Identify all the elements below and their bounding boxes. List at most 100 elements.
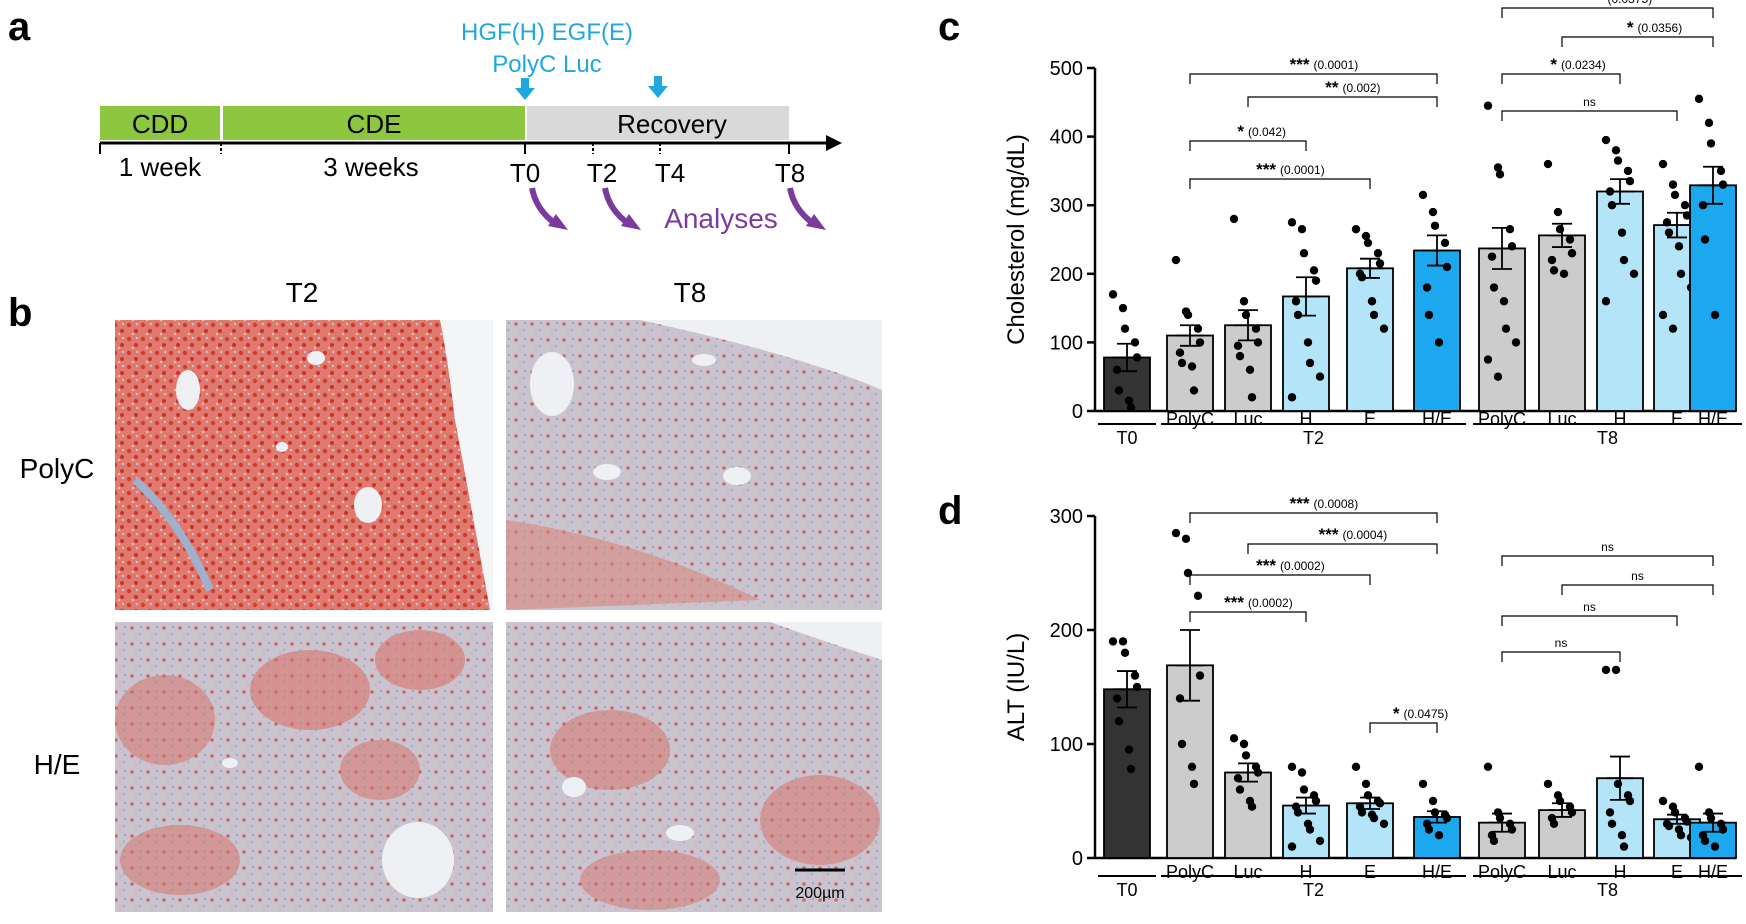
data-point [1233, 774, 1243, 783]
data-point [1361, 231, 1371, 241]
blue-arrow-t4 [648, 76, 668, 98]
significance-bracket [1189, 178, 1371, 189]
phase-recovery-label: Recovery [617, 109, 727, 139]
data-point [1379, 819, 1389, 828]
data-point [1505, 225, 1515, 234]
category-label: H/E [1422, 409, 1452, 429]
category-label: PolyC [1478, 862, 1526, 882]
y-tick-label: 0 [1072, 401, 1083, 423]
significance-bracket [1561, 36, 1714, 47]
data-point [1676, 831, 1686, 840]
significance-stars: ** [1325, 78, 1339, 97]
data-point [1239, 297, 1249, 306]
data-point [1291, 297, 1301, 306]
data-point [1375, 259, 1385, 268]
p-value-label: (0.0004) [1343, 528, 1388, 542]
data-point [1181, 534, 1191, 543]
data-point [1718, 825, 1728, 834]
y-tick-label: 400 [1050, 127, 1083, 149]
category-label: H/E [1698, 409, 1728, 429]
category-label: E [1671, 409, 1683, 429]
data-point [1605, 808, 1615, 817]
data-point [1424, 825, 1434, 834]
purple-arrow-1 [529, 187, 568, 230]
p-value-label: (0.0234) [1561, 58, 1606, 72]
significance-stars: * [1393, 704, 1400, 723]
histology-image-t2-he [115, 622, 493, 912]
panel-b: b T2 T8 PolyC H/E [8, 277, 882, 912]
p-value-label: (0.0356) [1638, 21, 1683, 35]
significance-bracket [1501, 7, 1714, 18]
data-point [1108, 290, 1118, 299]
data-point [1718, 180, 1728, 189]
bar [1346, 267, 1394, 412]
data-point [1130, 671, 1140, 680]
cholesterol-chart: 0 100 200 300 400 500 Cholesterol (mg/dL) PolyC… [1003, 0, 1742, 448]
p-value-label: (0.002) [1343, 81, 1381, 95]
scale-bar-label: 200µm [795, 885, 844, 902]
significance-stars: *** [1319, 525, 1339, 544]
data-point [1369, 310, 1379, 320]
y-tick-label: 200 [1050, 264, 1083, 286]
data-point [1619, 842, 1629, 851]
significance-bracket [1247, 543, 1438, 554]
data-point [1189, 779, 1199, 789]
p-value-label: (0.042) [1248, 125, 1286, 139]
significance-stars: * [1237, 122, 1244, 141]
data-point [1424, 310, 1434, 320]
data-point [1664, 228, 1674, 237]
data-point [1694, 762, 1704, 771]
data-point [1183, 568, 1193, 578]
data-point [1305, 825, 1315, 834]
significance-bracket [1247, 96, 1438, 107]
data-point [1543, 159, 1553, 169]
data-point [1124, 745, 1134, 754]
blue-arrow-t0 [515, 78, 535, 100]
data-point [1676, 269, 1686, 278]
data-point [1305, 358, 1315, 368]
panel-d: d 0 100 200 300 ALT (IU/L) PolyC Luc H E H/E PolyC… [938, 489, 1742, 900]
data-point [1617, 831, 1627, 840]
panel-letter-d: d [938, 489, 962, 533]
significance-bracket [1501, 110, 1678, 121]
category-label: Luc [1547, 862, 1576, 882]
data-point [1440, 238, 1450, 248]
data-point [1658, 310, 1668, 320]
data-point [1247, 393, 1257, 402]
data-point [1287, 393, 1297, 402]
data-point [1555, 796, 1565, 806]
category-label: H [1614, 862, 1627, 882]
data-point [1315, 372, 1325, 381]
bar [1689, 184, 1737, 412]
data-point [1369, 813, 1379, 823]
ns-label: ns [1631, 569, 1644, 583]
significance-stars: * [1627, 18, 1634, 37]
data-point [1658, 796, 1668, 806]
histology-image-t2-polyc [115, 320, 493, 610]
y-axis-label: ALT (IU/L) [1003, 633, 1030, 741]
panel-letter-b: b [8, 291, 32, 335]
significance-bracket [1501, 651, 1621, 662]
data-point [1442, 813, 1452, 823]
data-point [1361, 779, 1371, 789]
data-point [1351, 762, 1361, 771]
data-point [1126, 764, 1136, 774]
data-point [1499, 297, 1509, 306]
data-point [1118, 303, 1128, 313]
phase-cdd-label: CDD [132, 109, 188, 139]
data-point [1422, 283, 1432, 292]
data-point [1245, 365, 1255, 375]
y-axis-label: Cholesterol (mg/dL) [1003, 134, 1030, 345]
category-label: Luc [1233, 862, 1262, 882]
p-value-label: (0.0002) [1248, 596, 1293, 610]
data-point [1611, 146, 1621, 155]
data-point [1297, 768, 1307, 777]
data-point [1613, 156, 1623, 165]
y-tick-label: 300 [1050, 195, 1083, 217]
data-point [1287, 762, 1297, 771]
data-point [1183, 310, 1193, 320]
data-point [1670, 808, 1680, 817]
data-point [1112, 694, 1122, 703]
bar [1224, 771, 1272, 859]
timeline-axis [99, 135, 842, 154]
